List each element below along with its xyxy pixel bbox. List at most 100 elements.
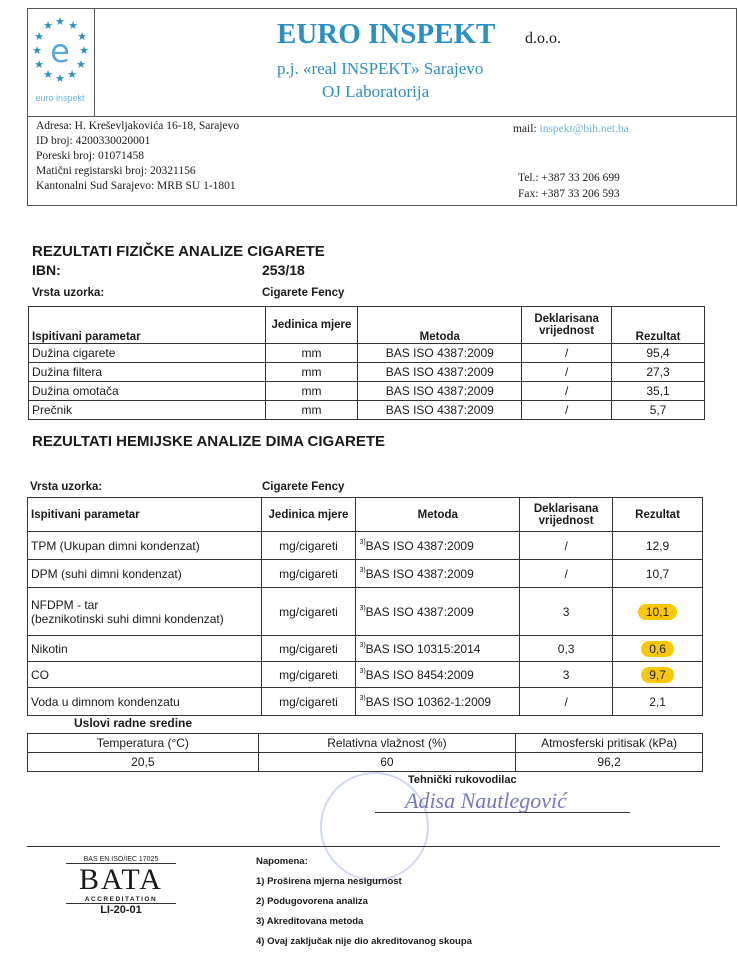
note-item: 1) Proširena mjerna nesigurnost [256, 876, 402, 887]
company-name: EURO INSPEKT [277, 18, 496, 50]
signature-line [375, 812, 630, 813]
conditions-header: Temperatura (°C) Relativna vlažnost (%) … [27, 733, 703, 753]
result-value: 2,1 [649, 694, 666, 709]
bata-accreditation-logo: BAS EN ISO/IEC 17025 BATA ACCREDITATION … [66, 856, 176, 916]
header-result: Rezultat [612, 497, 703, 532]
pressure-value: 96,2 [515, 752, 703, 772]
param-text: CO [31, 667, 49, 682]
address: Adresa: H. Kreševljakovića 16-18, Saraje… [36, 120, 240, 132]
company-details: Adresa: H. Kreševljakovića 16-18, Saraje… [36, 119, 239, 194]
cell-unit: mg/cigareti [260, 635, 357, 662]
notes-title: Napomena: [256, 856, 308, 867]
header-declared: Deklarisana vrijednost [521, 306, 613, 344]
header-method: Metoda [357, 306, 523, 344]
bata-logo-subtext: ACCREDITATION [66, 896, 176, 904]
table-header: Ispitivani parametar Jedinica mjere Meto… [28, 306, 705, 344]
svg-text:e: e [50, 32, 70, 70]
highlighted-result: 10,1 [637, 603, 678, 620]
footnote-marker: 3) [359, 667, 366, 675]
cell-result: 10,7 [612, 559, 703, 588]
header-result: Rezultat [611, 306, 705, 344]
cell-param: Dužina filtera [28, 362, 266, 382]
tel: Tel.: +387 33 206 699 [518, 172, 620, 184]
param-text: Voda u dimnom kondenzatu [31, 694, 180, 709]
cell-method: 3)BAS ISO 10362-1:2009 [355, 687, 521, 716]
header-declared: Deklarisana vrijednost [519, 497, 614, 532]
cell-result: 9,7 [612, 661, 703, 688]
cell-declared: 3 [519, 587, 614, 636]
result-value: 12,9 [645, 538, 670, 553]
signature-label: Tehnički rukovodilac [408, 774, 517, 786]
result-value: 10,7 [645, 566, 670, 581]
svg-text:★: ★ [79, 44, 89, 57]
cell-declared: / [519, 531, 614, 560]
cell-declared: / [521, 381, 613, 401]
cell-method: 3)BAS ISO 4387:2009 [355, 531, 521, 560]
cell-method: BAS ISO 4387:2009 [357, 381, 523, 401]
cell-result: 27,3 [611, 362, 705, 382]
svg-text:★: ★ [67, 68, 77, 81]
branch-name: p.j. «real INSPEKT» Sarajevo [277, 59, 483, 79]
cell-unit: mm [264, 381, 359, 401]
table-row: TPM (Ukupan dimni kondenzat) mg/cigareti 3… [27, 531, 703, 560]
sample-value: Cigarete Fency [262, 287, 345, 299]
mail-line: mail: inspekt@bih.net.ba [513, 123, 629, 135]
mail-label: mail: [513, 123, 537, 135]
eu-stars-icon: ★ ★★★ ★★★★ ★★★★ e [32, 15, 89, 85]
physical-title: REZULTATI FIZIČKE ANALIZE CIGARETE [32, 243, 325, 260]
cell-declared: 0,3 [519, 635, 614, 662]
chem-sample-value: Cigarete Fency [262, 481, 345, 493]
footnote-marker: 3) [359, 604, 366, 612]
conditions-table: Temperatura (°C) Relativna vlažnost (%) … [27, 733, 703, 772]
cell-method: 3)BAS ISO 10315:2014 [355, 635, 521, 662]
conditions-title: Uslovi radne sredine [74, 716, 193, 730]
cell-param: CO [27, 661, 262, 688]
cell-result: 95,4 [611, 343, 705, 363]
cell-declared: / [519, 559, 614, 588]
footnote-marker: 3) [359, 538, 366, 546]
cell-result: 5,7 [611, 400, 705, 420]
footer-divider [27, 846, 720, 847]
cell-result: 12,9 [612, 531, 703, 560]
method-text: BAS ISO 4387:2009 [365, 538, 474, 553]
svg-text:★: ★ [43, 19, 53, 32]
cell-param: Dužina omotača [28, 381, 266, 401]
header-unit: Jedinica mjere [260, 497, 357, 532]
bata-logo-text: BATA [79, 863, 163, 896]
cell-declared: / [521, 400, 613, 420]
cell-unit: mg/cigareti [260, 587, 357, 636]
phone-fax: Tel.: +387 33 206 699 Fax: +387 33 206 5… [518, 170, 620, 202]
cell-param: Prečnik [28, 400, 266, 420]
svg-text:★: ★ [55, 15, 65, 28]
cell-result: 0,6 [612, 635, 703, 662]
fax: Fax: +387 33 206 593 [518, 188, 620, 200]
mail-link[interactable]: inspekt@bih.net.ba [539, 123, 629, 135]
table-row: Nikotin mg/cigareti 3)BAS ISO 10315:2014 0,… [27, 635, 703, 662]
note-item: 3) Akreditovana metoda [256, 916, 364, 927]
table-header: Ispitivani parametar Jedinica mjere Meto… [27, 497, 703, 532]
chemical-title: REZULTATI HEMIJSKE ANALIZE DIMA CIGARETE [32, 433, 386, 450]
svg-text:★: ★ [43, 68, 53, 81]
cell-result: 2,1 [612, 687, 703, 716]
humidity-header: Relativna vlažnost (%) [257, 733, 517, 753]
cell-declared: / [521, 362, 613, 382]
ibn-label: IBN: [32, 262, 61, 278]
cell-method: BAS ISO 4387:2009 [357, 343, 523, 363]
method-text: BAS ISO 10315:2014 [365, 641, 481, 656]
cell-param: Voda u dimnom kondenzatu [27, 687, 262, 716]
humidity-value: 60 [257, 752, 517, 772]
temperature-header: Temperatura (°C) [27, 733, 259, 753]
cell-param: Dužina cigarete [28, 343, 266, 363]
method-text: BAS ISO 10362-1:2009 [365, 694, 492, 709]
header-unit: Jedinica mjere [264, 306, 359, 344]
cell-declared: / [519, 687, 614, 716]
cell-method: 3)BAS ISO 8454:2009 [355, 661, 521, 688]
table-row: CO mg/cigareti 3)BAS ISO 8454:2009 3 9,7 [27, 661, 703, 688]
official-stamp [320, 772, 429, 881]
highlighted-result: 0,6 [641, 640, 674, 657]
registry-number: Matični registarski broj: 20321156 [36, 165, 196, 177]
cell-declared: 3 [519, 661, 614, 688]
param-text: Nikotin [31, 641, 68, 656]
svg-text:★: ★ [34, 58, 44, 71]
signature: Adisa Nautlegović [405, 788, 567, 814]
